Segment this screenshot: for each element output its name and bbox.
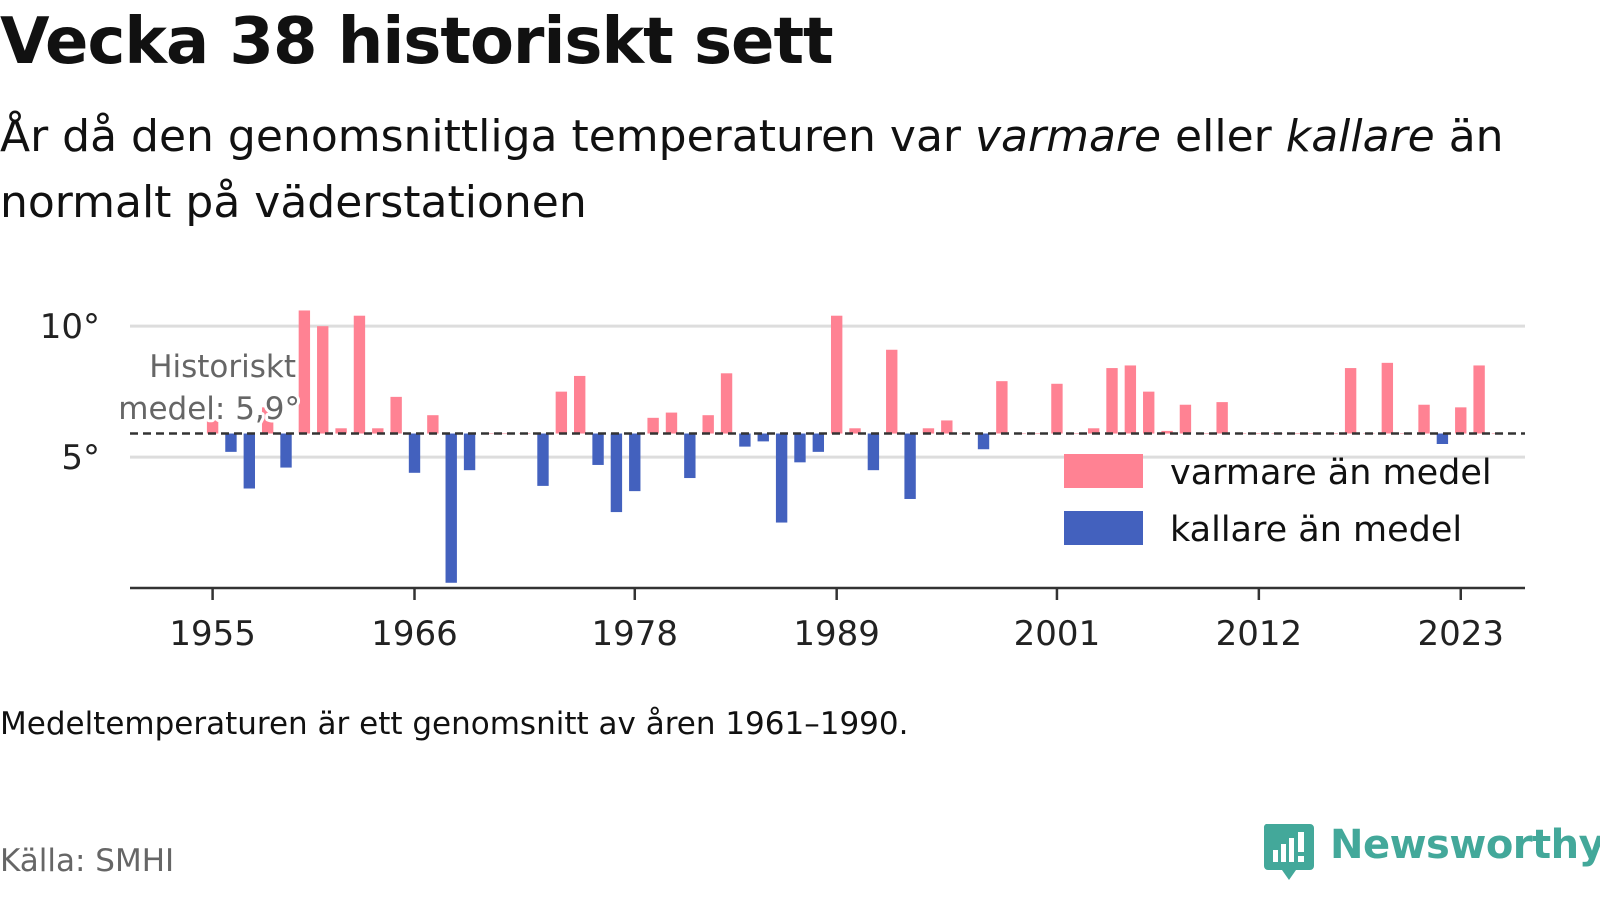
page-title: Vecka 38 historiskt sett <box>0 5 834 79</box>
bar-1980 <box>665 412 678 434</box>
subtitle-part-2: eller <box>1161 111 1286 162</box>
bar-1990 <box>849 428 861 434</box>
bar-1974 <box>555 391 568 434</box>
brand-name: Newsworthy <box>1330 822 1600 868</box>
bar-1966 <box>408 433 421 473</box>
bar-1959 <box>280 433 292 468</box>
y-tick-label-5: 5° <box>61 438 100 478</box>
bar-1962 <box>335 428 347 434</box>
y-tick-label-10: 10° <box>40 307 100 347</box>
bar-1982 <box>702 415 714 434</box>
bar-1987 <box>794 433 806 463</box>
y-axis-ticks: 5° 10° <box>40 307 100 478</box>
bar-1971 <box>500 433 512 435</box>
bar-2019 <box>1381 362 1394 434</box>
bar-1984 <box>739 433 751 447</box>
bar-2024 <box>1473 365 1485 434</box>
historical-mean-label-line-2: medel: 5,9° <box>118 391 300 427</box>
bar-1960 <box>298 310 311 434</box>
bar-2023 <box>1455 407 1467 434</box>
x-tick-label-1989: 1989 <box>793 614 880 654</box>
bar-1956 <box>225 433 237 452</box>
bar-2017 <box>1344 368 1357 434</box>
bar-2004 <box>1106 368 1118 434</box>
bar-2005 <box>1124 365 1137 434</box>
page-subtitle: År då den genomsnittliga temperaturen va… <box>0 104 1560 236</box>
footnote: Medeltemperaturen är ett genomsnitt av å… <box>0 706 909 742</box>
bar-1977 <box>610 433 623 513</box>
bar-1997 <box>977 433 990 450</box>
brand-logo: Newsworthy <box>1262 820 1600 884</box>
bar-2021 <box>1418 404 1430 434</box>
bar-1967 <box>427 415 439 434</box>
x-tick-label-1955: 1955 <box>169 614 256 654</box>
bar-1975 <box>574 375 586 434</box>
legend-swatch-warm <box>1064 454 1143 488</box>
bar-1976 <box>592 433 604 465</box>
bar-1986 <box>775 433 788 523</box>
x-axis-ticks: 1955 1966 1978 1989 2001 2012 2023 <box>169 588 1504 654</box>
bar-2007 <box>1161 430 1173 434</box>
legend: varmare än medel kallare än medel <box>1064 453 1492 550</box>
bar-2014 <box>1289 433 1302 435</box>
bar-1983 <box>720 373 733 434</box>
bar-1961 <box>317 326 329 434</box>
legend-label-warm: varmare än medel <box>1170 453 1492 493</box>
grid-lines <box>130 324 1525 459</box>
bar-1957 <box>243 433 255 489</box>
bar-2012 <box>1253 433 1265 435</box>
bar-1993 <box>904 433 916 499</box>
subtitle-warm-word: varmare <box>974 111 1162 162</box>
bar-1995 <box>941 420 953 434</box>
x-tick-label-2023: 2023 <box>1417 614 1504 654</box>
bar-1989 <box>830 315 843 434</box>
bar-1964 <box>372 428 384 434</box>
bar-1973 <box>537 433 549 486</box>
bar-1994 <box>922 428 935 434</box>
bar-1985 <box>757 433 769 442</box>
bar-1992 <box>886 349 898 434</box>
bar-2008 <box>1179 404 1192 434</box>
bar-2010 <box>1216 402 1228 434</box>
bar-1969 <box>463 433 476 471</box>
subtitle-cold-word: kallare <box>1285 111 1435 162</box>
bar-1965 <box>390 396 402 434</box>
bar-1963 <box>353 315 366 434</box>
source-credit: Källa: SMHI <box>0 843 175 879</box>
bar-1979 <box>647 417 659 434</box>
x-tick-label-1978: 1978 <box>592 614 679 654</box>
chart-logo-icon <box>1263 824 1314 880</box>
bar-1981 <box>684 433 696 479</box>
bar-2022 <box>1436 433 1449 444</box>
bar-1978 <box>629 433 641 492</box>
bar-1958 <box>261 407 274 434</box>
historical-mean-label: Historiskt medel: 5,9° <box>115 346 303 430</box>
bar-2003 <box>1087 428 1100 434</box>
bar-1998 <box>996 381 1008 434</box>
x-tick-label-2012: 2012 <box>1216 614 1303 654</box>
bar-2000 <box>1032 433 1045 435</box>
bar-2001 <box>1051 383 1063 434</box>
bar-1988 <box>812 433 825 452</box>
bar-1968 <box>445 433 457 583</box>
bar-2006 <box>1143 391 1155 434</box>
x-tick-label-1966: 1966 <box>371 614 458 654</box>
legend-swatch-cold <box>1064 511 1143 545</box>
bars <box>206 310 1504 583</box>
temperature-bar-chart: Historiskt medel: 5,9° 1955 1966 1978 1989 2… <box>40 307 1525 654</box>
legend-label-cold: kallare än medel <box>1170 510 1462 550</box>
subtitle-part-1: År då den genomsnittliga temperaturen va… <box>0 111 975 162</box>
bar-2002 <box>1069 433 1081 435</box>
bar-1955 <box>206 420 219 434</box>
historical-mean-label-line-1: Historiskt <box>149 349 296 385</box>
bar-1991 <box>867 433 880 471</box>
x-tick-label-2001: 2001 <box>1014 614 1101 654</box>
subtitle-part-3: än normalt på väderstationen <box>0 111 1504 228</box>
